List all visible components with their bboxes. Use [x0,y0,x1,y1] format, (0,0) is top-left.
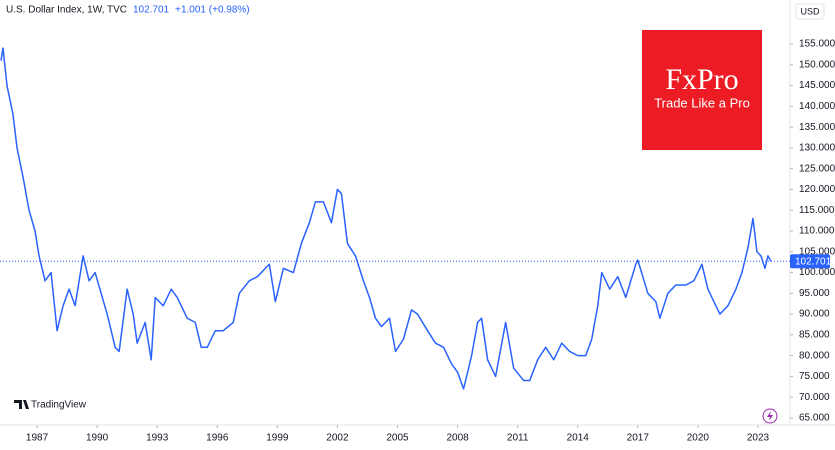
last-price: 102.701 [133,5,170,16]
alert-bolt [767,411,773,421]
x-tick-label: 2017 [627,433,650,444]
price-change: +1.001 (+0.98%) [175,5,250,16]
x-tick-label: 2020 [687,433,710,444]
y-tick-label: 65.000 [799,413,830,424]
y-tick-label: 120.000 [799,184,835,195]
x-tick-label: 2008 [446,433,469,444]
last-price-label: 102.701 [795,256,832,267]
y-tick-label: 110.000 [799,226,835,237]
x-tick-label: 2002 [326,433,349,444]
y-tick-label: 115.000 [799,205,835,216]
y-tick-label: 135.000 [799,122,835,133]
symbol-title: U.S. Dollar Index, 1W, TVC [6,5,127,16]
x-tick-label: 1996 [206,433,229,444]
y-tick-label: 145.000 [799,80,835,91]
fxpro-logo: FxPro Trade Like a Pro [642,30,762,150]
x-tick-label: 1990 [86,433,109,444]
x-tick-label: 1993 [146,433,169,444]
x-tick-label: 1999 [266,433,289,444]
header: U.S. Dollar Index, 1W, TVC 102.701 +1.00… [6,5,250,16]
y-tick-label: 140.000 [799,101,835,112]
tradingview-logo: TradingView [14,400,87,411]
x-tick-label: 2014 [567,433,590,444]
logo-box [642,30,762,150]
watermark: TradingView [31,400,87,411]
tv-icon [14,400,29,409]
y-tick-label: 155.000 [799,39,835,50]
y-tick-label: 70.000 [799,392,830,403]
slogan: Trade Like a Pro [654,95,750,110]
y-tick-label: 105.000 [799,246,835,257]
last-price-tag [790,254,830,269]
y-tick-label: 75.000 [799,371,830,382]
y-tick-label: 80.000 [799,350,830,361]
y-tick-label: 90.000 [799,309,830,320]
x-tick-label: 2023 [747,433,770,444]
x-tick-label: 2011 [507,433,529,444]
currency[interactable]: USD [800,6,820,16]
y-tick-label: 100.000 [799,267,835,278]
x-tick-label: 1987 [26,433,49,444]
y-tick-label: 150.000 [799,59,835,70]
y-tick-label: 130.000 [799,143,835,154]
currency-button[interactable] [795,3,825,20]
price-line [0,47,772,390]
y-tick-label: 125.000 [799,163,835,174]
brand: FxPro [665,63,738,96]
x-tick-label: 2005 [386,433,409,444]
y-tick-label: 95.000 [799,288,830,299]
y-tick-label: 85.000 [799,329,830,340]
